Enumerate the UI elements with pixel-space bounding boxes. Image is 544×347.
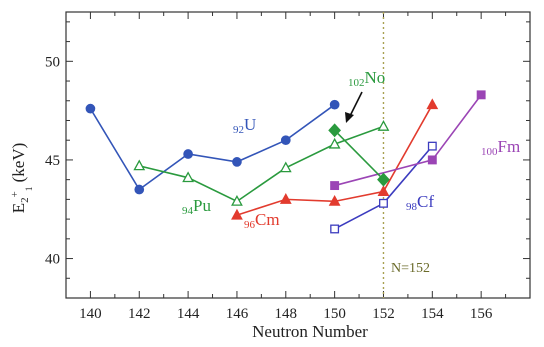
- x-tick-label: 146: [226, 306, 249, 322]
- point-fm: [330, 181, 340, 191]
- point-u: [85, 103, 96, 114]
- series-label-prefix: 102: [348, 77, 365, 89]
- x-tick-label: 140: [79, 306, 102, 322]
- x-tick-label: 144: [177, 306, 200, 322]
- point-no: [328, 123, 342, 138]
- y-tick-label: 45: [45, 153, 60, 169]
- point-pu: [231, 194, 243, 206]
- series-label-cm: 96Cm: [244, 210, 280, 231]
- y-axis-label-unit: (keV): [9, 143, 28, 187]
- point-cf: [330, 224, 340, 234]
- series-label-prefix: 96: [244, 219, 256, 231]
- plot-border: [65, 11, 531, 299]
- y-axis-label-sub: 2: [19, 197, 31, 203]
- series-line-no: [334, 129, 385, 181]
- series-label-fm: 100Fm: [481, 137, 520, 158]
- series-label-u: 92U: [233, 115, 256, 136]
- point-cm: [377, 185, 390, 196]
- series-label-prefix: 98: [406, 201, 418, 213]
- y-axis-label-sub2: 1: [24, 187, 34, 192]
- axis-ticks: 140 142 144 146 148 150 152 154 156 40 45 50: [45, 12, 531, 322]
- series-label-prefix: 92: [233, 124, 244, 136]
- x-tick-label: 156: [470, 306, 493, 322]
- series-label-name: Cm: [255, 210, 280, 229]
- x-axis-label: Neutron Number: [252, 322, 368, 341]
- point-cf: [427, 141, 437, 151]
- point-cf: [379, 198, 388, 208]
- point-no: [377, 172, 390, 187]
- x-tick-label: 142: [128, 306, 151, 322]
- series-line-u: [89, 104, 336, 191]
- x-tick-label: 148: [275, 306, 298, 322]
- point-fm: [476, 90, 486, 100]
- point-cm: [231, 208, 243, 220]
- series-label-prefix: 94: [182, 205, 194, 217]
- series-markers: [85, 90, 486, 234]
- point-cm: [426, 98, 439, 110]
- no-arrow: [349, 91, 363, 117]
- point-u: [183, 149, 193, 159]
- series-label-no: 102No: [348, 68, 385, 89]
- no-arrowhead: [345, 112, 354, 123]
- point-pu: [328, 137, 341, 149]
- point-fm: [427, 155, 437, 165]
- point-u: [280, 135, 291, 146]
- point-pu: [182, 171, 195, 183]
- series-label-name: Pu: [193, 196, 211, 215]
- point-u: [134, 184, 145, 195]
- series-label-name: Cf: [417, 192, 434, 211]
- plot-frame: [65, 11, 531, 299]
- y-axis-label-main: E: [9, 203, 28, 213]
- series-label-pu: 94Pu: [182, 196, 211, 217]
- x-tick-label: 150: [323, 306, 346, 322]
- point-pu: [279, 161, 292, 173]
- point-pu: [377, 120, 390, 131]
- series-label-name: No: [365, 68, 386, 87]
- series-labels: 92U 94Pu 96Cm 98Cf 100Fm 102No: [182, 68, 520, 231]
- y-tick-label: 40: [45, 252, 60, 268]
- series-line-pu: [139, 125, 384, 203]
- series-label-name: U: [244, 115, 256, 134]
- n152-label: N=152: [391, 261, 430, 276]
- y-tick-label: 50: [45, 54, 60, 70]
- series-label-prefix: 100: [481, 146, 498, 158]
- series-line-fm: [334, 94, 482, 187]
- point-u: [329, 99, 340, 110]
- point-cm: [328, 194, 341, 206]
- x-tick-label: 154: [421, 306, 444, 322]
- point-u: [232, 157, 242, 167]
- x-tick-label: 152: [372, 306, 395, 322]
- point-pu: [133, 159, 146, 171]
- y-axis-label: E2+1 (keV): [9, 143, 34, 214]
- series-label-cf: 98Cf: [406, 192, 434, 213]
- y-axis-label-sup: +: [9, 191, 21, 197]
- point-cm: [279, 193, 292, 204]
- series-label-name: Fm: [498, 137, 521, 156]
